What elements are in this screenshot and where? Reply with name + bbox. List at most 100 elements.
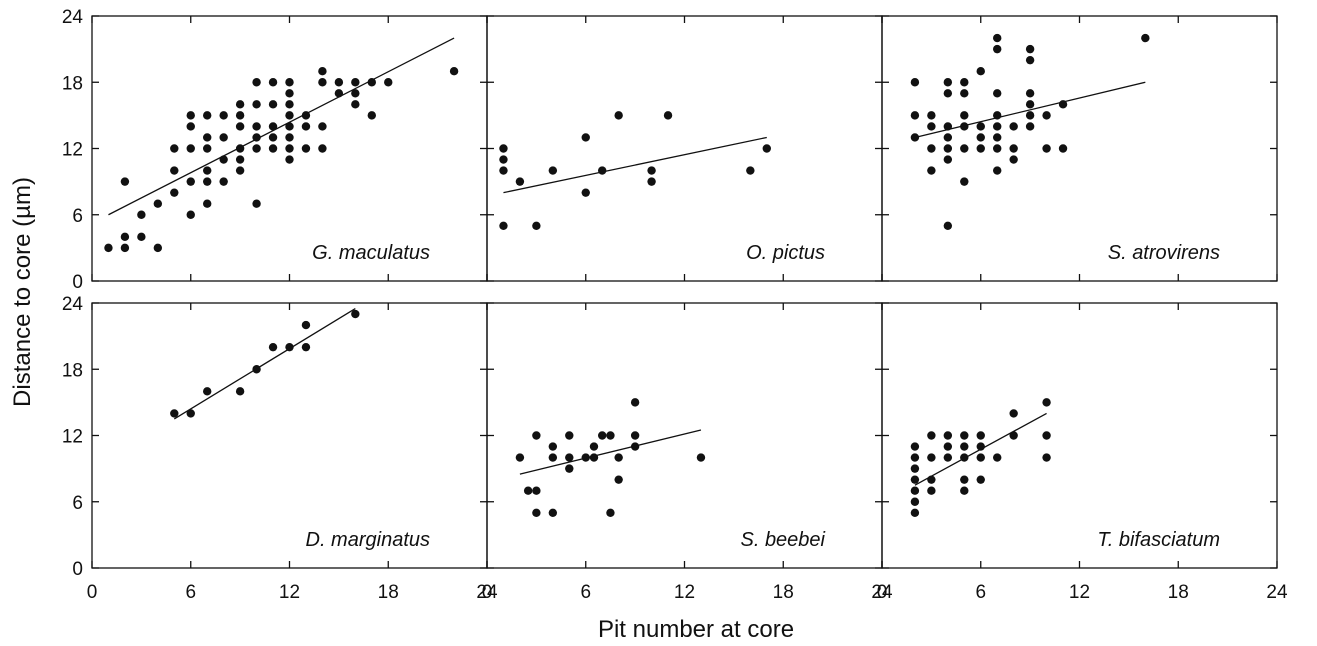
x-tick-label: 6 xyxy=(580,582,591,603)
y-tick-label: 12 xyxy=(62,427,83,448)
data-point xyxy=(960,111,969,120)
data-point xyxy=(235,166,245,175)
data-point xyxy=(910,111,920,120)
data-point xyxy=(943,78,953,87)
data-point xyxy=(993,133,1002,142)
data-point xyxy=(927,453,936,462)
data-point xyxy=(960,442,969,451)
data-point xyxy=(301,111,311,120)
data-point xyxy=(120,177,130,186)
x-tick-label: 12 xyxy=(1069,582,1090,603)
data-point xyxy=(910,497,920,506)
data-point xyxy=(268,144,278,153)
data-point xyxy=(1141,33,1150,43)
data-point xyxy=(384,78,393,87)
data-point xyxy=(203,177,212,186)
scatter-panel: 0 6 12 18 24 S. beebei xyxy=(482,302,893,603)
data-point xyxy=(943,442,953,451)
data-point xyxy=(960,78,969,87)
x-tick-label: 12 xyxy=(279,582,300,603)
regression-line xyxy=(519,429,702,475)
data-point xyxy=(598,431,607,440)
data-point xyxy=(219,133,228,142)
data-point xyxy=(334,89,344,98)
species-label: G. maculatus xyxy=(312,242,430,264)
data-point xyxy=(548,508,558,517)
data-point xyxy=(598,166,607,175)
data-point xyxy=(285,89,294,98)
data-point xyxy=(104,243,113,253)
data-point xyxy=(993,33,1002,43)
y-tick-label: 0 xyxy=(72,272,83,293)
data-point xyxy=(268,78,278,87)
regression-line xyxy=(108,37,455,216)
data-point xyxy=(1009,144,1018,153)
data-point xyxy=(647,177,656,186)
data-point xyxy=(170,166,179,175)
data-point xyxy=(927,486,936,495)
species-label: S. atrovirens xyxy=(1108,242,1220,264)
data-point xyxy=(318,78,327,87)
data-point xyxy=(285,100,294,109)
data-point xyxy=(1058,100,1068,109)
x-tick-label: 24 xyxy=(476,582,498,603)
data-point xyxy=(993,166,1002,175)
data-point xyxy=(548,453,558,462)
data-point xyxy=(1042,398,1051,407)
data-point xyxy=(137,210,146,219)
data-point xyxy=(219,155,228,164)
data-point xyxy=(960,486,969,495)
y-tick-label: 6 xyxy=(72,206,83,227)
data-point xyxy=(993,144,1002,153)
data-point xyxy=(976,67,985,76)
data-point xyxy=(630,442,640,451)
data-point xyxy=(1025,122,1035,131)
data-point xyxy=(589,453,599,462)
data-point xyxy=(910,133,920,142)
data-point xyxy=(235,387,245,396)
data-point xyxy=(170,409,179,418)
species-label: O. pictus xyxy=(746,242,825,264)
data-point xyxy=(285,122,294,131)
data-point xyxy=(367,111,376,120)
data-point xyxy=(565,431,574,440)
data-point xyxy=(943,133,953,142)
data-point xyxy=(976,442,985,451)
data-point xyxy=(285,78,294,87)
data-point xyxy=(252,100,261,109)
data-point xyxy=(532,431,541,440)
data-point xyxy=(960,89,969,98)
x-tick-label: 6 xyxy=(975,582,986,603)
data-point xyxy=(565,464,574,473)
data-point xyxy=(1009,431,1018,440)
data-point xyxy=(252,122,261,131)
data-point xyxy=(976,475,985,484)
data-point xyxy=(120,243,130,253)
data-point xyxy=(960,177,969,186)
data-point xyxy=(235,122,245,131)
data-point xyxy=(910,508,920,517)
data-point xyxy=(351,89,360,98)
data-point xyxy=(927,475,936,484)
data-point xyxy=(301,342,311,352)
data-point xyxy=(993,44,1002,54)
data-point xyxy=(943,122,953,131)
data-point xyxy=(630,398,640,407)
data-point xyxy=(910,464,920,473)
data-point xyxy=(186,210,195,219)
species-label: D. marginatus xyxy=(306,529,431,551)
data-point xyxy=(1025,111,1035,120)
data-point xyxy=(318,122,327,131)
data-point xyxy=(927,431,936,440)
data-point xyxy=(351,309,360,319)
data-point xyxy=(235,111,245,120)
data-point xyxy=(976,133,985,142)
species-label: S. beebei xyxy=(740,529,825,551)
data-point xyxy=(614,453,623,462)
y-tick-label: 12 xyxy=(62,140,83,161)
data-point xyxy=(976,144,985,153)
data-point xyxy=(235,155,245,164)
data-point xyxy=(515,177,525,186)
data-point xyxy=(252,365,261,374)
